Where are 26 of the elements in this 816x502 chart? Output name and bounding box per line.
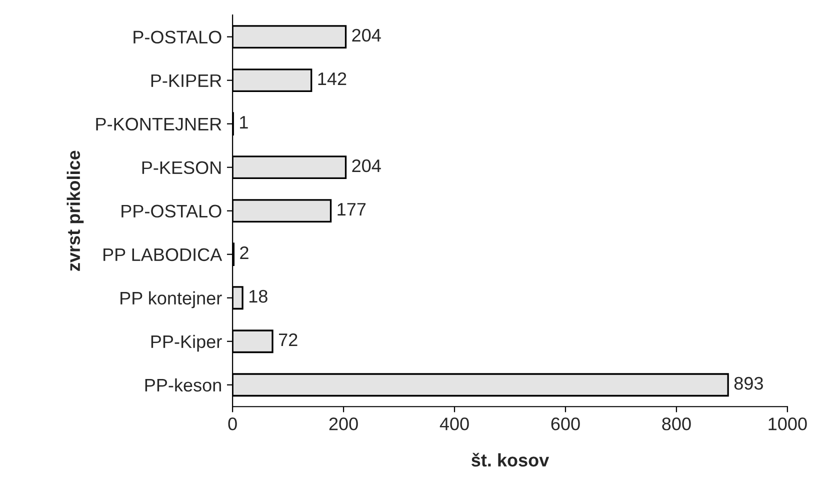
x-tick-label: 1000 [768, 418, 807, 430]
data-label: 2 [240, 246, 248, 260]
x-tick-label: 800 [662, 418, 691, 430]
data-label: 893 [734, 376, 763, 390]
x-axis-title: št. kosov [472, 452, 550, 467]
y-tick-label: P-KIPER [151, 74, 222, 87]
y-tick-label: PP-keson [145, 378, 221, 392]
y-axis-title: zvrst prikolice [66, 150, 84, 271]
y-tick-label: PP LABODICA [104, 248, 222, 262]
x-tick-label: 400 [440, 418, 469, 430]
y-tick-label: PP-Kiper [151, 334, 222, 352]
data-label: 72 [278, 333, 298, 346]
data-label: 142 [318, 72, 346, 85]
x-tick-label: 0 [228, 418, 237, 430]
data-label: 204 [352, 28, 381, 42]
data-label: 1 [240, 116, 248, 128]
data-label: 204 [352, 159, 381, 172]
x-tick-label: 600 [551, 418, 580, 430]
y-tick-label: P-OSTALO [134, 30, 222, 44]
data-label: 18 [249, 290, 268, 303]
data-label: 177 [338, 203, 366, 216]
x-tick-label: 200 [329, 418, 358, 430]
y-tick-label: PP kontejner [120, 291, 222, 308]
y-tick-label: P-KESON [142, 161, 221, 174]
y-tick-label: P-KONTEJNER [96, 118, 222, 131]
y-tick-label: PP-OSTALO [122, 204, 222, 218]
